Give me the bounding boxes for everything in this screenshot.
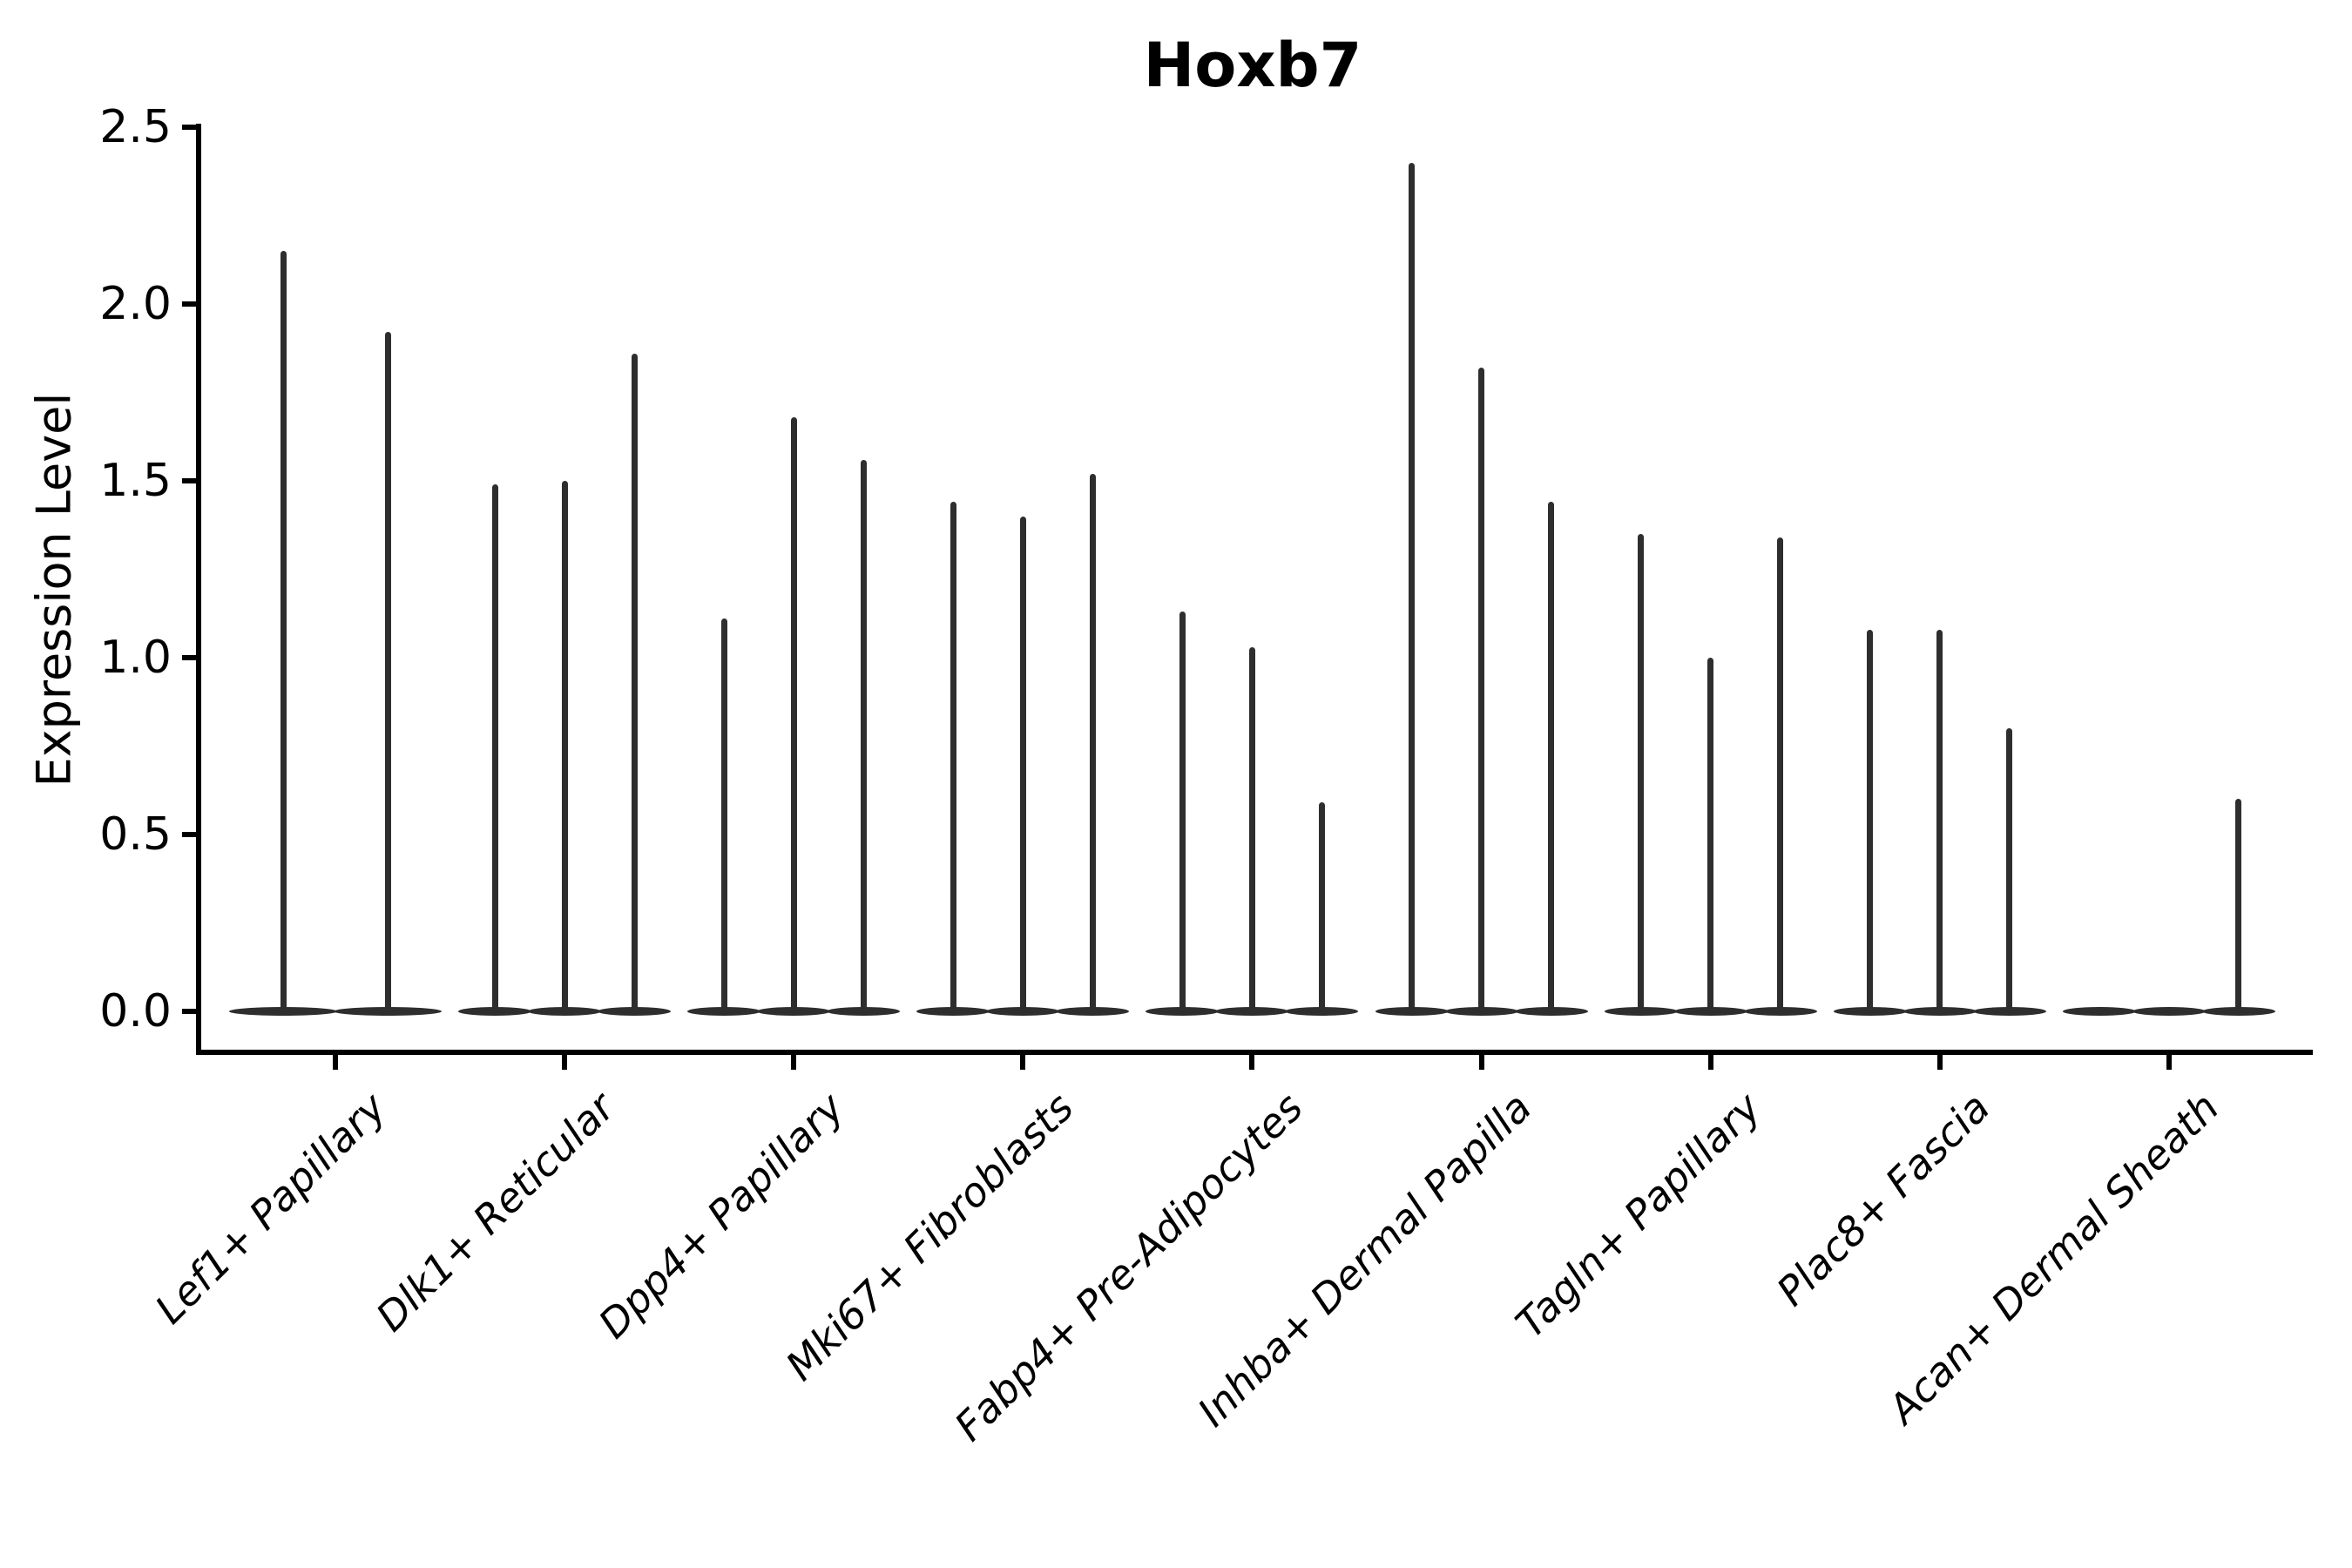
y-tick-mark [182, 478, 196, 483]
violin-base [229, 1007, 337, 1016]
violin-base [1215, 1007, 1289, 1016]
violin-spike [1707, 658, 1714, 1011]
violin-base [1285, 1007, 1359, 1016]
violin-spike [790, 417, 797, 1011]
violin-base [1514, 1007, 1588, 1016]
x-tick-mark [1020, 1055, 1026, 1070]
x-tick-mark [1249, 1055, 1255, 1070]
violin-spike [1867, 630, 1874, 1011]
violin-base [528, 1007, 602, 1016]
violin-spike [631, 354, 638, 1011]
violin-spike [1548, 502, 1554, 1011]
x-tick-mark [562, 1055, 568, 1070]
violin-base [687, 1007, 761, 1016]
violin-spike [1478, 368, 1484, 1011]
violin-base [1903, 1007, 1977, 1016]
x-tick-label: Dlk1+ Reticular [367, 1084, 625, 1341]
violin-spike [1777, 537, 1784, 1011]
violin-base [2132, 1007, 2206, 1016]
violin-base [757, 1007, 831, 1016]
y-tick-label: 0.0 [99, 985, 172, 1037]
violin-spike [491, 484, 498, 1011]
violin-base [334, 1007, 442, 1016]
x-tick-mark [2166, 1055, 2172, 1070]
x-tick-label: Lef1+ Papillary [145, 1084, 395, 1333]
y-tick-mark [182, 832, 196, 837]
violin-base [827, 1007, 901, 1016]
violin-base [1743, 1007, 1817, 1016]
violin-spike [720, 618, 727, 1011]
violin-spike [1409, 163, 1415, 1011]
violin-spike [1936, 630, 1943, 1011]
x-tick-label: Plac8+ Fascia [1767, 1084, 1999, 1315]
violin-spike [1638, 534, 1645, 1011]
x-tick-mark [333, 1055, 338, 1070]
violin-base [986, 1007, 1060, 1016]
x-tick-label: Tagln+ Papillary [1506, 1084, 1770, 1348]
x-tick-mark [791, 1055, 797, 1070]
y-axis-spine [196, 124, 201, 1055]
violin-base [916, 1007, 990, 1016]
y-tick-mark [182, 655, 196, 660]
y-tick-label: 1.5 [99, 455, 172, 507]
violin-base [1673, 1007, 1747, 1016]
violin-base [1604, 1007, 1678, 1016]
y-tick-label: 0.5 [99, 808, 172, 861]
chart-title: Hoxb7 [1143, 30, 1362, 101]
violin-spike [950, 502, 956, 1011]
violin-base [598, 1007, 672, 1016]
y-tick-mark [182, 1009, 196, 1014]
violin-spike [860, 460, 867, 1011]
violin-base [1833, 1007, 1907, 1016]
violin-base [458, 1007, 532, 1016]
violin-spike [1019, 517, 1026, 1011]
violin-base [1375, 1007, 1449, 1016]
x-tick-mark [1936, 1055, 1943, 1070]
violin-spike [384, 332, 391, 1011]
violin-base [2201, 1007, 2275, 1016]
violin-base [2062, 1007, 2136, 1016]
y-axis-label: Expression Level [26, 392, 82, 787]
x-tick-label: Dpp4+ Papillary [589, 1084, 854, 1348]
y-tick-label: 2.0 [99, 278, 172, 330]
violin-base [1146, 1007, 1220, 1016]
x-axis-spine [196, 1050, 2313, 1055]
violin-spike [1318, 802, 1325, 1011]
violin-spike [1248, 647, 1255, 1011]
x-tick-mark [1707, 1055, 1713, 1070]
violin-base [1444, 1007, 1518, 1016]
y-tick-label: 2.5 [99, 101, 172, 153]
violin-spike [2006, 728, 2013, 1011]
violin-spike [280, 251, 287, 1011]
violin-spike [2235, 799, 2242, 1011]
violin-spike [1179, 612, 1186, 1011]
violin-spike [1089, 474, 1096, 1011]
violin-spike [561, 481, 568, 1011]
violin-base [1056, 1007, 1130, 1016]
violin-base [1972, 1007, 2046, 1016]
y-tick-mark [182, 125, 196, 130]
y-tick-label: 1.0 [99, 632, 172, 684]
x-tick-mark [1478, 1055, 1484, 1070]
y-tick-mark [182, 301, 196, 307]
